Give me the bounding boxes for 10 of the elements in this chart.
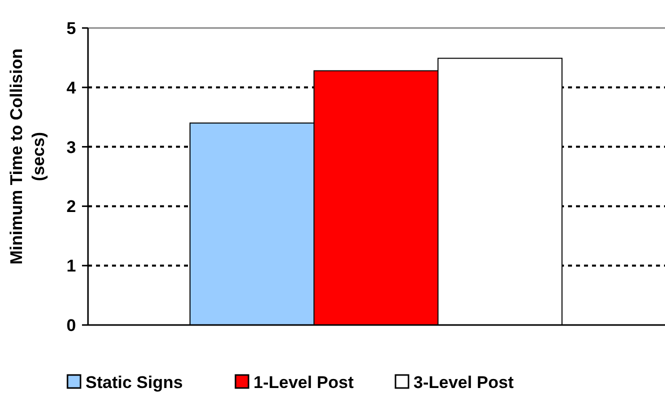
y-tick-label: 0	[66, 316, 76, 335]
legend-label: Static Signs	[86, 373, 183, 392]
y-tick-label: 5	[66, 18, 76, 38]
y-tick-label: 4	[66, 78, 77, 98]
y-tick-label: 3	[66, 138, 76, 157]
legend-label: 3-Level Post	[414, 373, 514, 392]
legend-label: 1-Level Post	[254, 373, 354, 392]
y-axis-title: Minimum Time to Collision (secs)	[7, 48, 48, 264]
y-tick-label: 1	[66, 256, 76, 276]
y-tick-label: 2	[66, 197, 76, 216]
